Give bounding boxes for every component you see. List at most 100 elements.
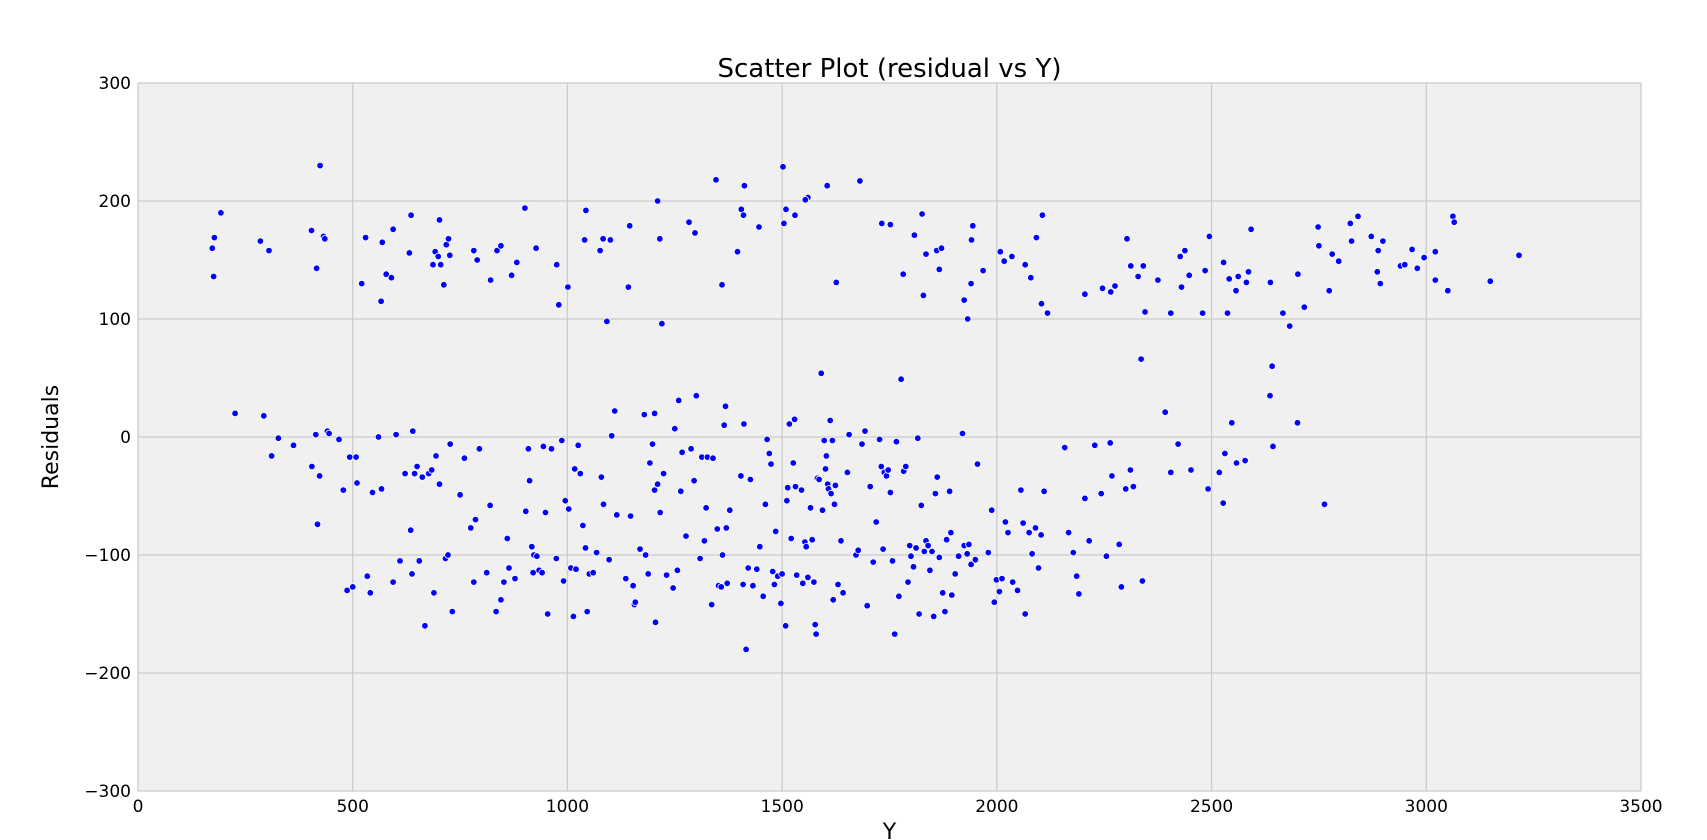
scatter-point	[1154, 276, 1162, 284]
scatter-point	[1401, 261, 1409, 269]
scatter-point	[866, 482, 874, 491]
scatter-point	[1431, 247, 1439, 256]
scatter-point	[541, 508, 550, 517]
scatter-point	[1085, 537, 1093, 545]
scatter-point	[1225, 275, 1233, 283]
scatter-point	[907, 552, 915, 560]
scatter-point	[1315, 242, 1323, 250]
scatter-point	[749, 582, 757, 590]
scatter-point	[829, 596, 837, 604]
scatter-point	[413, 462, 421, 471]
scatter-point	[1032, 233, 1041, 242]
scatter-point	[1354, 212, 1362, 220]
scatter-point	[1081, 494, 1089, 503]
y-tick-label: 100	[99, 310, 131, 330]
scatter-point	[613, 511, 621, 519]
scatter-point	[854, 546, 862, 554]
scatter-point	[872, 518, 880, 526]
scatter-point	[1060, 443, 1069, 452]
scatter-point	[1293, 419, 1302, 427]
scatter-point	[945, 487, 954, 495]
scatter-point	[626, 222, 634, 230]
scatter-point	[361, 233, 370, 242]
scatter-point	[1025, 528, 1033, 537]
scatter-point	[434, 252, 442, 261]
scatter-point	[513, 258, 521, 267]
scatter-point	[963, 550, 971, 558]
x-tick-labels: 0 500 1000 1500 2000 2500 3000 3500	[133, 797, 1663, 817]
scatter-point	[569, 612, 578, 621]
scatter-point	[746, 475, 755, 484]
scatter-point	[937, 244, 946, 252]
scatter-point	[409, 427, 417, 435]
scatter-point	[892, 438, 901, 446]
scatter-point	[528, 543, 536, 551]
scatter-point	[456, 491, 464, 499]
scatter-point	[339, 486, 347, 494]
scatter-point	[470, 246, 478, 255]
scatter-point	[784, 484, 792, 492]
scatter-point	[1205, 232, 1214, 241]
scatter-point	[405, 249, 414, 257]
scatter-point	[622, 574, 630, 583]
scatter-point	[791, 482, 800, 491]
scatter-point	[863, 602, 871, 610]
scatter-point	[902, 462, 910, 471]
scatter-point	[877, 462, 885, 471]
scatter-point	[1177, 283, 1186, 291]
scatter-point	[1176, 252, 1184, 261]
y-tick-label: −300	[84, 782, 131, 802]
y-tick-label: 300	[99, 74, 131, 94]
scatter-point	[801, 196, 809, 204]
scatter-point	[924, 541, 932, 550]
scatter-point	[1008, 252, 1016, 261]
scatter-point	[713, 525, 721, 533]
scatter-point	[315, 472, 324, 480]
scatter-point	[802, 543, 810, 551]
scatter-point	[878, 219, 886, 228]
y-tick-label: −100	[84, 546, 131, 566]
scatter-point	[1123, 235, 1131, 243]
scatter-point	[580, 236, 589, 244]
scatter-point	[722, 524, 730, 532]
scatter-point	[917, 501, 925, 510]
scatter-point	[1040, 487, 1048, 495]
scatter-point	[583, 607, 591, 616]
scatter-point	[656, 235, 664, 243]
scatter-point	[763, 435, 771, 444]
scatter-point	[1187, 466, 1195, 474]
scatter-point	[827, 489, 835, 498]
scatter-point	[470, 578, 478, 586]
scatter-point	[837, 537, 845, 545]
scatter-point	[650, 409, 659, 418]
scatter-point	[1408, 245, 1416, 254]
scatter-point	[740, 181, 749, 190]
scatter-point	[582, 206, 590, 215]
scatter-point	[791, 211, 799, 219]
scatter-point	[559, 577, 568, 585]
scatter-point	[1108, 472, 1116, 480]
scatter-point	[770, 580, 779, 589]
scatter-point	[599, 500, 608, 508]
scatter-point	[1294, 270, 1302, 278]
scatter-point	[967, 560, 975, 569]
scatter-point	[1334, 257, 1343, 265]
scatter-point	[524, 445, 533, 453]
scatter-point	[437, 261, 445, 269]
scatter-point	[958, 429, 967, 438]
scatter-point	[1266, 392, 1274, 400]
scatter-point	[368, 488, 377, 497]
scatter-point	[1234, 272, 1242, 281]
scatter-point	[1367, 232, 1375, 241]
scatter-point	[1347, 237, 1356, 245]
scatter-point	[915, 610, 923, 618]
scatter-point	[971, 556, 980, 564]
scatter-point	[378, 238, 386, 246]
scatter-point	[928, 547, 936, 556]
scatter-point	[787, 534, 795, 543]
scatter-point	[410, 469, 419, 478]
scatter-point	[1037, 300, 1046, 308]
scatter-point	[897, 375, 905, 383]
scatter-point	[777, 599, 785, 608]
scatter-point	[626, 512, 635, 520]
